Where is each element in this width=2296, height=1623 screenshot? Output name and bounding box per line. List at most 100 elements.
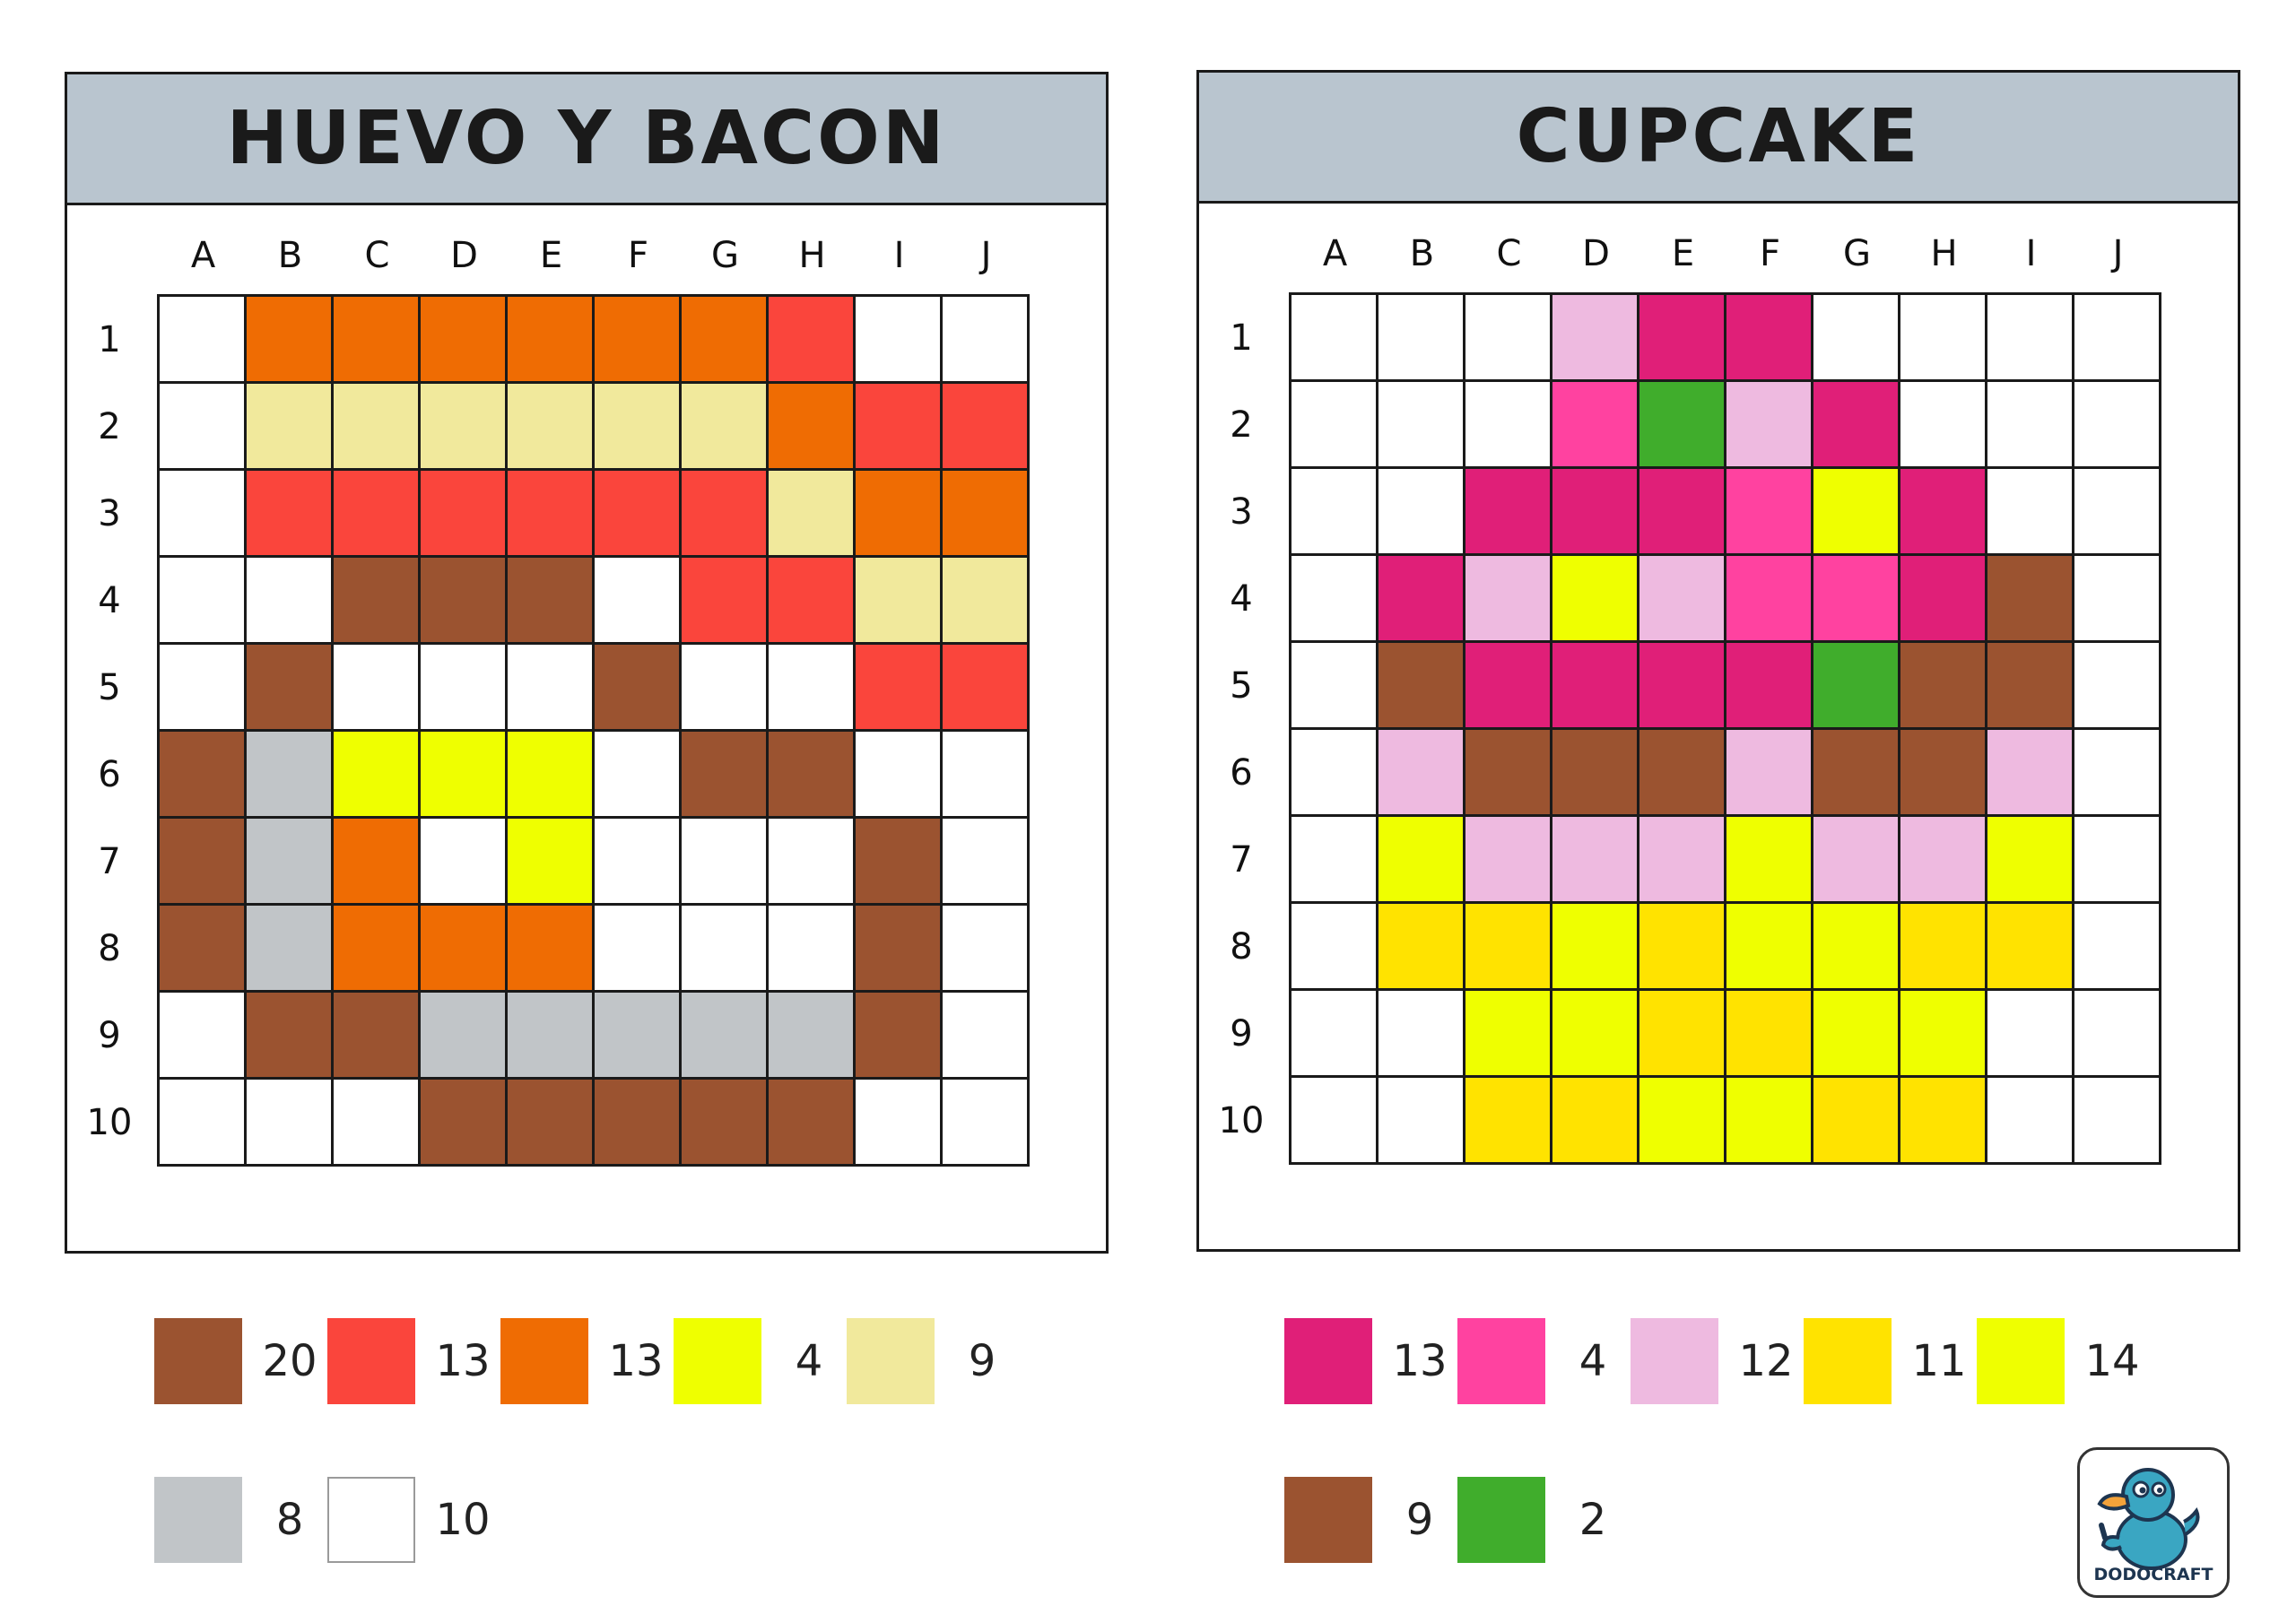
grid-cell-C7[interactable] <box>334 819 421 906</box>
grid-cell-A7[interactable] <box>1292 817 1378 904</box>
legend-swatch[interactable] <box>1284 1318 1372 1404</box>
grid-cell-F2[interactable] <box>595 384 682 471</box>
grid-cell-I5[interactable] <box>856 645 943 732</box>
grid-cell-D4[interactable] <box>1552 556 1639 643</box>
grid-cell-I8[interactable] <box>856 906 943 993</box>
grid-cell-G3[interactable] <box>1813 469 1900 556</box>
grid-cell-A1[interactable] <box>160 297 247 384</box>
grid-cell-G4[interactable] <box>682 558 769 645</box>
grid-cell-B10[interactable] <box>247 1080 334 1167</box>
grid-cell-H3[interactable] <box>769 471 856 558</box>
grid-cell-C9[interactable] <box>1465 991 1552 1078</box>
grid-cell-B1[interactable] <box>1378 295 1465 382</box>
grid-cell-A5[interactable] <box>1292 643 1378 730</box>
grid-cell-C6[interactable] <box>334 732 421 819</box>
grid-cell-I2[interactable] <box>856 384 943 471</box>
grid-cell-F1[interactable] <box>595 297 682 384</box>
grid-cell-F9[interactable] <box>1726 991 1813 1078</box>
grid-cell-D4[interactable] <box>421 558 508 645</box>
grid-cell-C5[interactable] <box>334 645 421 732</box>
grid-cell-E9[interactable] <box>508 993 595 1080</box>
grid-cell-H9[interactable] <box>769 993 856 1080</box>
grid-cell-I10[interactable] <box>1987 1078 2074 1165</box>
grid-cell-F10[interactable] <box>1726 1078 1813 1165</box>
grid-cell-E7[interactable] <box>1639 817 1726 904</box>
grid-cell-H5[interactable] <box>769 645 856 732</box>
grid-cell-H9[interactable] <box>1900 991 1987 1078</box>
grid-cell-E4[interactable] <box>1639 556 1726 643</box>
grid-cell-F1[interactable] <box>1726 295 1813 382</box>
grid-cell-B7[interactable] <box>1378 817 1465 904</box>
legend-swatch[interactable] <box>154 1477 242 1563</box>
grid-cell-B2[interactable] <box>247 384 334 471</box>
grid-cell-C4[interactable] <box>1465 556 1552 643</box>
grid-cell-I8[interactable] <box>1987 904 2074 991</box>
grid-cell-H3[interactable] <box>1900 469 1987 556</box>
legend-swatch[interactable] <box>674 1318 761 1404</box>
grid-cell-I7[interactable] <box>856 819 943 906</box>
grid-cell-A4[interactable] <box>1292 556 1378 643</box>
grid-cell-B4[interactable] <box>247 558 334 645</box>
grid-cell-I3[interactable] <box>1987 469 2074 556</box>
grid-cell-J7[interactable] <box>943 819 1030 906</box>
grid-cell-H4[interactable] <box>769 558 856 645</box>
grid-cell-F3[interactable] <box>595 471 682 558</box>
grid-cell-G8[interactable] <box>1813 904 1900 991</box>
grid-cell-B3[interactable] <box>247 471 334 558</box>
grid-cell-C5[interactable] <box>1465 643 1552 730</box>
grid-cell-H6[interactable] <box>1900 730 1987 817</box>
grid-cell-A10[interactable] <box>1292 1078 1378 1165</box>
grid-cell-J1[interactable] <box>2074 295 2161 382</box>
grid-cell-H2[interactable] <box>1900 382 1987 469</box>
grid-cell-A1[interactable] <box>1292 295 1378 382</box>
grid-cell-E5[interactable] <box>508 645 595 732</box>
grid-cell-F4[interactable] <box>1726 556 1813 643</box>
grid-cell-F6[interactable] <box>1726 730 1813 817</box>
legend-swatch[interactable] <box>327 1318 415 1404</box>
grid-cell-D6[interactable] <box>421 732 508 819</box>
grid-cell-G7[interactable] <box>1813 817 1900 904</box>
grid-cell-A8[interactable] <box>1292 904 1378 991</box>
grid-cell-H8[interactable] <box>769 906 856 993</box>
grid-cell-E6[interactable] <box>508 732 595 819</box>
grid-cell-D8[interactable] <box>1552 904 1639 991</box>
grid-cell-E5[interactable] <box>1639 643 1726 730</box>
grid-cell-C4[interactable] <box>334 558 421 645</box>
grid-cell-F9[interactable] <box>595 993 682 1080</box>
legend-swatch[interactable] <box>1631 1318 1718 1404</box>
grid-cell-I4[interactable] <box>856 558 943 645</box>
grid-cell-F10[interactable] <box>595 1080 682 1167</box>
grid-cell-H5[interactable] <box>1900 643 1987 730</box>
grid-cell-G6[interactable] <box>682 732 769 819</box>
grid-cell-J6[interactable] <box>943 732 1030 819</box>
grid-cell-E3[interactable] <box>1639 469 1726 556</box>
grid-cell-H7[interactable] <box>1900 817 1987 904</box>
grid-cell-F5[interactable] <box>1726 643 1813 730</box>
grid-cell-J2[interactable] <box>2074 382 2161 469</box>
grid-cell-I4[interactable] <box>1987 556 2074 643</box>
grid-cell-H2[interactable] <box>769 384 856 471</box>
grid-cell-I1[interactable] <box>856 297 943 384</box>
grid-cell-D1[interactable] <box>421 297 508 384</box>
grid-cell-B10[interactable] <box>1378 1078 1465 1165</box>
grid-cell-A4[interactable] <box>160 558 247 645</box>
legend-swatch[interactable] <box>154 1318 242 1404</box>
grid-cell-J4[interactable] <box>2074 556 2161 643</box>
grid-cell-J8[interactable] <box>943 906 1030 993</box>
grid-cell-B7[interactable] <box>247 819 334 906</box>
grid-cell-D6[interactable] <box>1552 730 1639 817</box>
grid-cell-C8[interactable] <box>1465 904 1552 991</box>
grid-cell-F6[interactable] <box>595 732 682 819</box>
grid-cell-C6[interactable] <box>1465 730 1552 817</box>
grid-cell-A2[interactable] <box>160 384 247 471</box>
grid-cell-G10[interactable] <box>682 1080 769 1167</box>
grid-cell-I9[interactable] <box>856 993 943 1080</box>
grid-cell-B9[interactable] <box>1378 991 1465 1078</box>
grid-cell-A3[interactable] <box>1292 469 1378 556</box>
grid-cell-B6[interactable] <box>247 732 334 819</box>
grid-cell-C1[interactable] <box>1465 295 1552 382</box>
grid-cell-D8[interactable] <box>421 906 508 993</box>
grid-cell-C7[interactable] <box>1465 817 1552 904</box>
grid-cell-H10[interactable] <box>769 1080 856 1167</box>
grid-cell-B8[interactable] <box>247 906 334 993</box>
